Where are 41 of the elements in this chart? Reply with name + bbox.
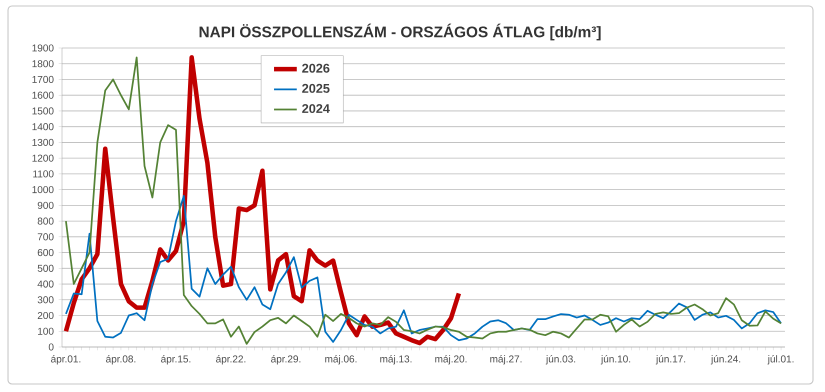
x-tick-label: ápr.22. — [216, 355, 246, 364]
x-tick-label: ápr.29. — [271, 355, 300, 364]
x-tick-label: ápr.08. — [106, 355, 136, 364]
y-tick-label: 1400 — [32, 123, 54, 130]
x-tick-label: máj.13. — [380, 355, 412, 364]
x-tick-label: jún.10. — [600, 355, 630, 364]
x-tick-label: júl.01. — [767, 355, 794, 364]
y-tick-label: 1100 — [33, 170, 54, 178]
y-tick-label: 500 — [38, 264, 54, 272]
chart-title: NAPI ÖSSZPOLLENSZÁM - ORSZÁGOS ÁTLAG [db/m³] — [200, 24, 601, 40]
line-series — [65, 56, 782, 345]
y-tick-label: 1800 — [32, 60, 54, 68]
legend-label: 2026 — [302, 64, 330, 73]
x-tick-label: ápr.15. — [161, 355, 190, 364]
y-tick-label: 200 — [38, 312, 54, 320]
line-series — [65, 195, 782, 343]
y-tick-label: 100 — [38, 328, 54, 335]
y-tick-label: 300 — [38, 296, 54, 304]
x-tick-label: jún.03. — [546, 355, 576, 364]
y-tick-label: 0 — [48, 343, 54, 351]
y-tick-label: 1000 — [32, 186, 54, 194]
line-series — [64, 55, 462, 346]
legend-label: 2025 — [302, 84, 330, 93]
y-tick-label: 700 — [38, 233, 54, 240]
legend-label: 2024 — [302, 104, 330, 114]
y-tick-label: 900 — [38, 202, 54, 209]
y-tick-label: 800 — [38, 218, 54, 225]
y-tick-label: 1600 — [32, 92, 54, 99]
x-tick-label: máj.20. — [435, 355, 466, 364]
x-tick-label: jún.24. — [710, 355, 740, 364]
y-tick-label: 1700 — [32, 76, 54, 84]
x-tick-label: jún.17. — [656, 355, 686, 364]
y-tick-label: 400 — [38, 280, 54, 288]
x-tick-label: máj.06. — [325, 355, 356, 364]
x-tick-label: ápr.01. — [51, 355, 80, 364]
x-tick-label: máj.27. — [490, 355, 522, 364]
y-tick-label: 600 — [38, 249, 54, 256]
y-tick-label: 1500 — [32, 107, 54, 114]
y-tick-label: 1300 — [32, 138, 54, 146]
y-tick-label: 1200 — [32, 154, 54, 162]
y-tick-label: 1900 — [32, 44, 54, 52]
